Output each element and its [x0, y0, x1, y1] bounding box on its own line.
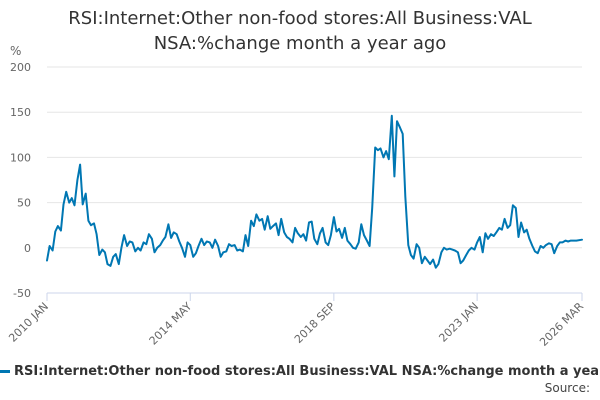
y-axis: -50 0 50 100 150 200	[10, 61, 31, 300]
y-tick-label: 150	[10, 106, 31, 119]
x-tick-label: 2010 JAN	[6, 300, 51, 345]
y-tick-label: -50	[13, 287, 31, 300]
chart-title-line-1: RSI:Internet:Other non-food stores:All B…	[68, 8, 532, 29]
y-tick-label: 200	[10, 61, 31, 74]
x-tick-label: 2018 SEP	[292, 300, 338, 346]
y-tick-label: 50	[17, 197, 31, 210]
x-tick-label: 2023 JAN	[436, 300, 481, 345]
chart-title: RSI:Internet:Other non-food stores:All B…	[0, 6, 600, 56]
legend-swatch	[0, 370, 10, 373]
series-line[interactable]	[46, 114, 583, 269]
series-group	[46, 114, 583, 269]
y-axis-label: %	[10, 44, 21, 58]
source-label: Source:	[544, 381, 590, 395]
x-tick-label: 2014 MAY	[147, 300, 195, 348]
x-tick-label: 2026 MAR	[537, 300, 586, 349]
gridlines	[47, 66, 582, 294]
chart-title-line-2: NSA:%change month a year ago	[153, 33, 447, 54]
x-axis: 2010 JAN 2014 MAY 2018 SEP 2023 JAN 2026 MAR	[6, 293, 586, 349]
legend[interactable]: RSI:Internet:Other non-food stores:All B…	[0, 364, 600, 382]
y-tick-label: 100	[10, 151, 31, 164]
legend-label: RSI:Internet:Other non-food stores:All B…	[14, 364, 600, 379]
y-tick-label: 0	[24, 242, 31, 255]
